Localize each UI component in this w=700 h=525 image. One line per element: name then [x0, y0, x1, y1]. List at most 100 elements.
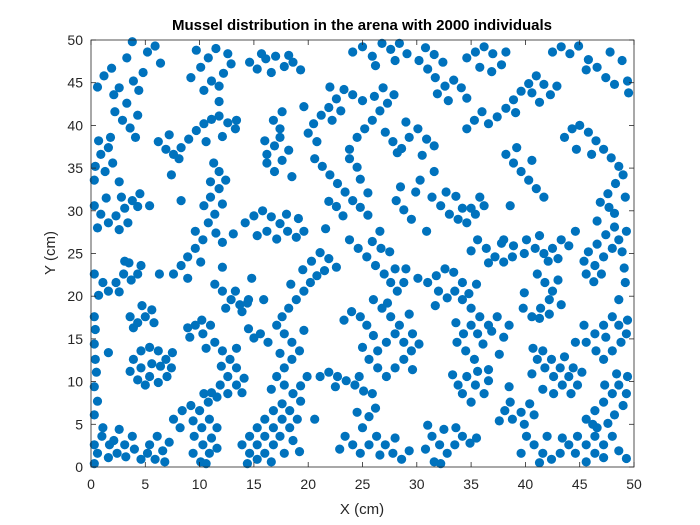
data-point — [145, 342, 155, 352]
data-point — [540, 363, 550, 373]
data-point — [581, 65, 591, 75]
data-point — [325, 82, 335, 92]
data-point — [370, 260, 381, 271]
data-point — [555, 363, 565, 373]
data-point — [543, 256, 553, 266]
data-point — [415, 175, 425, 185]
data-point — [407, 365, 418, 375]
data-point — [212, 392, 222, 402]
data-point — [564, 371, 574, 382]
data-point — [575, 120, 585, 130]
data-point — [315, 248, 325, 258]
data-point — [215, 380, 225, 390]
data-point — [164, 437, 174, 447]
data-point — [89, 175, 99, 185]
data-point — [92, 396, 103, 406]
data-point — [332, 178, 343, 189]
data-point — [111, 211, 121, 221]
data-point — [176, 260, 186, 271]
data-point — [201, 459, 211, 469]
data-point — [557, 433, 567, 443]
data-point — [103, 143, 113, 153]
data-point — [205, 192, 216, 202]
data-point — [110, 107, 120, 117]
data-point — [287, 172, 297, 182]
data-point — [587, 149, 597, 159]
data-point — [92, 82, 103, 92]
data-point — [357, 42, 368, 52]
data-point — [348, 47, 358, 57]
data-point — [505, 201, 515, 211]
data-point — [260, 431, 270, 441]
data-point — [268, 406, 278, 416]
data-point — [294, 447, 305, 457]
data-point — [581, 269, 591, 279]
data-point — [539, 79, 549, 89]
data-point — [621, 329, 632, 339]
data-point — [395, 182, 406, 192]
data-point — [529, 440, 539, 450]
data-point — [379, 269, 389, 279]
data-point — [352, 407, 362, 417]
data-point — [252, 454, 262, 464]
data-point — [319, 266, 330, 276]
data-point — [519, 288, 529, 298]
data-point — [616, 337, 626, 347]
data-point — [504, 320, 514, 330]
data-point — [457, 203, 467, 213]
y-tick-label: 40 — [67, 117, 83, 133]
data-point — [197, 315, 207, 325]
data-point — [217, 131, 227, 142]
data-point — [483, 365, 494, 375]
data-point — [305, 277, 315, 288]
data-point — [519, 248, 529, 259]
data-point — [556, 300, 566, 310]
data-point — [155, 58, 166, 68]
data-point — [516, 448, 526, 458]
data-point — [217, 199, 227, 209]
data-point — [120, 440, 130, 450]
y-tick-label: 50 — [67, 32, 83, 48]
data-point — [414, 339, 424, 349]
data-point — [528, 343, 538, 353]
data-point — [581, 457, 591, 467]
data-point — [306, 256, 317, 266]
data-point — [198, 440, 208, 450]
y-tick-label: 10 — [67, 374, 83, 390]
data-point — [312, 271, 322, 281]
data-point — [348, 90, 358, 100]
data-point — [380, 127, 390, 137]
data-point — [103, 286, 113, 296]
data-point — [435, 440, 445, 450]
data-point — [259, 295, 269, 305]
y-tick-label: 25 — [67, 246, 83, 262]
data-point — [327, 115, 337, 125]
data-point — [357, 96, 368, 106]
data-point — [126, 275, 136, 285]
data-point — [451, 423, 461, 433]
data-point — [268, 423, 278, 433]
data-point — [592, 216, 602, 226]
data-point — [538, 448, 548, 458]
data-point — [431, 271, 441, 281]
data-point — [214, 111, 224, 121]
data-point — [572, 380, 583, 390]
data-point — [210, 209, 220, 219]
data-point — [127, 37, 137, 47]
data-point — [188, 448, 198, 458]
data-point — [360, 124, 370, 134]
data-point — [287, 337, 297, 347]
data-point — [277, 312, 287, 322]
data-point — [338, 211, 348, 221]
data-point — [473, 235, 483, 245]
data-point — [367, 115, 377, 125]
data-point — [249, 211, 259, 221]
data-point — [414, 55, 424, 66]
data-point — [429, 166, 439, 177]
data-point — [221, 303, 231, 313]
data-point — [90, 324, 100, 335]
x-tick-label: 50 — [626, 476, 642, 492]
data-point — [240, 218, 250, 228]
y-tick-label: 0 — [75, 459, 83, 475]
data-point — [331, 94, 341, 104]
